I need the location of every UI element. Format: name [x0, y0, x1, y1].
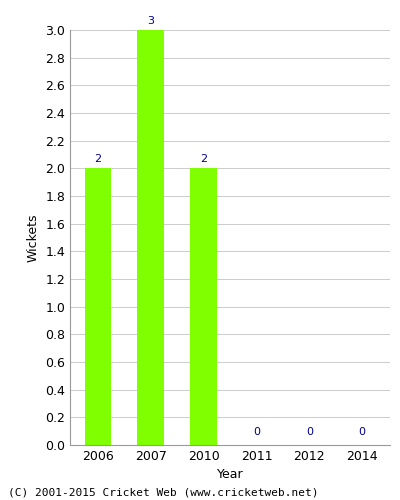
Bar	[84, 168, 111, 445]
Text: 0: 0	[253, 426, 260, 436]
Text: 2: 2	[200, 154, 207, 164]
Y-axis label: Wickets: Wickets	[26, 213, 40, 262]
Text: 0: 0	[306, 426, 313, 436]
Bar	[190, 168, 217, 445]
Text: (C) 2001-2015 Cricket Web (www.cricketweb.net): (C) 2001-2015 Cricket Web (www.cricketwe…	[8, 488, 318, 498]
Bar	[138, 30, 164, 445]
X-axis label: Year: Year	[217, 468, 243, 481]
Text: 3: 3	[147, 16, 154, 26]
Text: 0: 0	[359, 426, 366, 436]
Text: 2: 2	[94, 154, 101, 164]
